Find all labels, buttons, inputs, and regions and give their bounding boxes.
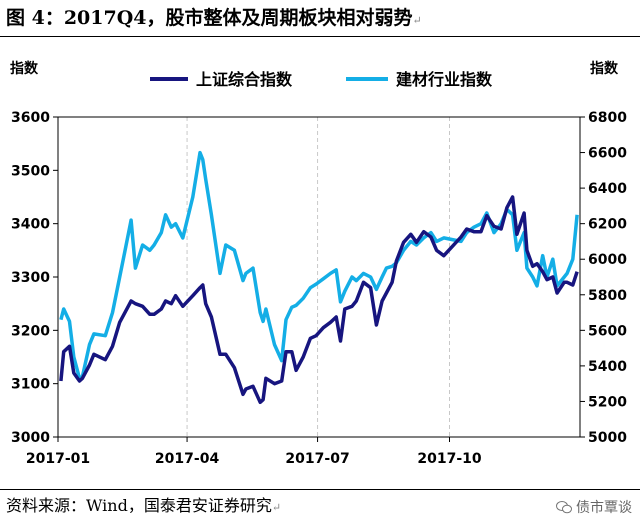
grid-lines xyxy=(186,117,450,437)
y-right-tick-label: 6800 xyxy=(588,110,627,126)
y-right-tick-label: 5000 xyxy=(588,430,627,446)
y-right-tick-label: 5200 xyxy=(588,394,627,410)
x-tick-label: 2017-10 xyxy=(417,451,482,467)
x-axis: 2017-01 2017-04 2017-07 2017-10 xyxy=(26,437,482,467)
y-right-tick-label: 6000 xyxy=(588,252,627,268)
series-line-building xyxy=(59,150,579,381)
y-right-tick-label: 6200 xyxy=(588,217,627,233)
y-left-tick-label: 3400 xyxy=(11,217,50,233)
top-rule xyxy=(0,36,640,37)
y-right-tick-label: 5600 xyxy=(588,323,627,339)
y-axis-right-label: 指数 xyxy=(590,60,619,77)
y-axis-right: 5000 5200 5400 5600 5800 6000 6200 6400 6600 6800 xyxy=(580,110,627,446)
legend: 上证综合指数 建材行业指数 xyxy=(150,70,493,89)
series-line-shanghai xyxy=(59,195,579,405)
y-right-tick-label: 5400 xyxy=(588,359,627,375)
source-note: 资料来源：Wind，国泰君安证券研究↵ xyxy=(6,495,281,519)
figure-title-text: 图 4：2017Q4，股市整体及周期板块相对弱势 xyxy=(6,7,413,29)
figure-title: 图 4：2017Q4，股市整体及周期板块相对弱势↵ xyxy=(6,4,634,32)
watermark: 债市覃谈 xyxy=(556,497,632,517)
y-right-tick-label: 6600 xyxy=(588,146,627,162)
plot-frame xyxy=(57,116,581,438)
chart: 3000 3100 3200 3300 3400 3500 3600 5000 5200 540… xyxy=(10,60,627,467)
y-left-tick-label: 3500 xyxy=(11,163,50,179)
watermark-text: 债市覃谈 xyxy=(576,500,632,516)
y-left-tick-label: 3000 xyxy=(11,430,50,446)
y-left-tick-label: 3100 xyxy=(11,377,50,393)
y-right-tick-label: 6400 xyxy=(588,181,627,197)
chat-bubble-icon xyxy=(556,501,572,514)
bottom-rule xyxy=(0,489,640,490)
x-tick-label: 2017-04 xyxy=(155,451,220,467)
y-left-tick-label: 3200 xyxy=(11,323,50,339)
legend-label-building: 建材行业指数 xyxy=(396,70,493,89)
y-axis-left: 3000 3100 3200 3300 3400 3500 3600 xyxy=(11,110,58,446)
y-left-tick-label: 3600 xyxy=(11,110,50,126)
x-tick-label: 2017-07 xyxy=(285,451,349,467)
y-left-tick-label: 3300 xyxy=(11,270,50,286)
y-axis-left-label: 指数 xyxy=(10,60,39,77)
source-text: 资料来源：Wind，国泰君安证券研究 xyxy=(6,496,272,515)
return-mark: ↵ xyxy=(412,14,422,27)
y-right-tick-label: 5800 xyxy=(588,288,627,304)
source-return-mark: ↵ xyxy=(271,501,282,514)
series-lines xyxy=(59,150,579,405)
x-tick-label: 2017-01 xyxy=(26,451,90,467)
legend-label-shanghai: 上证综合指数 xyxy=(196,70,293,89)
